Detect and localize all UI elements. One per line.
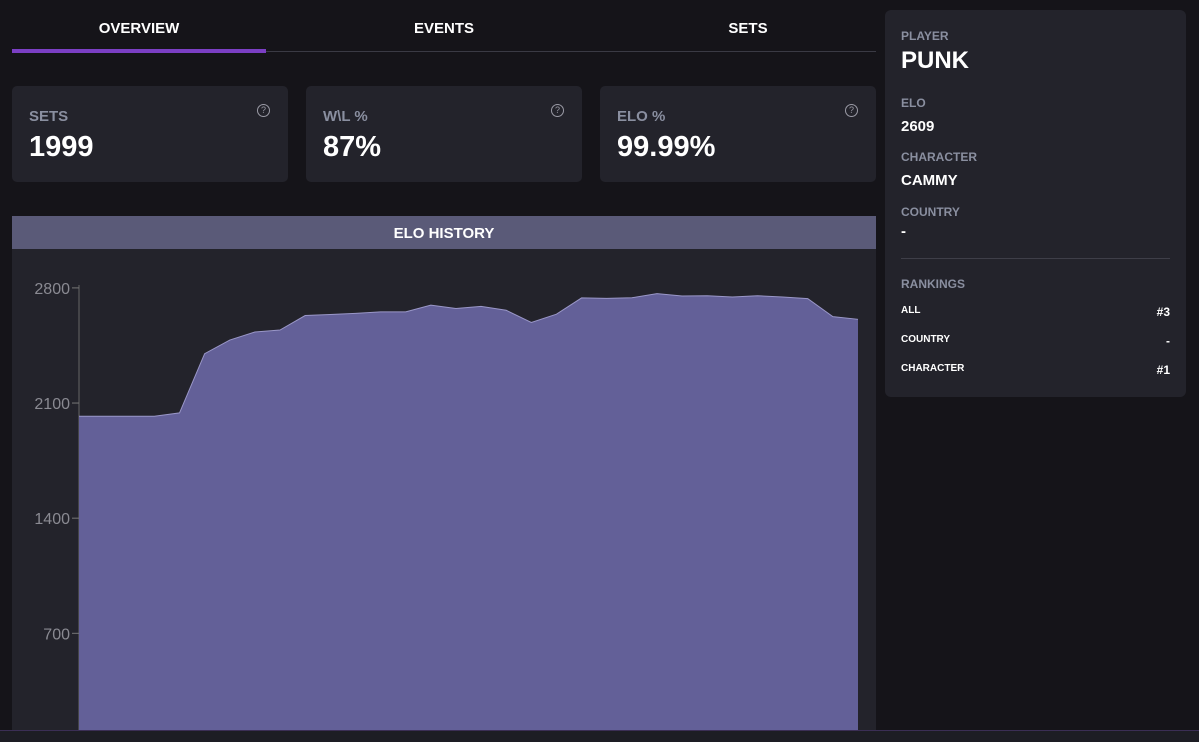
chart-header <box>12 216 876 249</box>
help-icon[interactable]: ? <box>257 104 270 117</box>
label: PLAYER <box>901 29 949 43</box>
tab[interactable]: SETS <box>728 20 768 37</box>
stat-label: W\L % <box>323 108 368 125</box>
value: CAMMY <box>901 172 958 189</box>
chart: ELO HISTORY 700 1400 2100 2800 <box>12 216 876 732</box>
stat-label: ELO % <box>617 108 666 125</box>
y-tick-label: 700 <box>43 626 70 643</box>
y-tick-label: 2800 <box>34 281 70 298</box>
label: ELO <box>901 96 926 110</box>
player-panel: PLAYER PUNK ELO 2609 CHARACTER CAMMY COU… <box>885 10 1186 397</box>
area <box>79 293 858 732</box>
player-name: PUNK <box>901 47 970 74</box>
help-icon[interactable]: ? <box>845 104 858 117</box>
ranking-row: COUNTRY - <box>901 334 1170 348</box>
tab[interactable]: EVENTS <box>413 20 474 37</box>
stat-card: W\L % 87%? <box>306 86 582 182</box>
label: COUNTRY <box>901 205 960 219</box>
value: - <box>901 223 906 240</box>
label: RANKINGS <box>901 277 966 291</box>
tab-divider <box>12 51 876 52</box>
chart-title: ELO HISTORY <box>394 225 495 242</box>
stat-value: 87% <box>323 131 382 163</box>
ranking-label: COUNTRY <box>901 334 951 345</box>
value: 2609 <box>901 118 935 135</box>
area-line <box>79 293 859 417</box>
ranking-value: - <box>1166 334 1170 348</box>
active-tab-indicator <box>12 49 266 53</box>
stat-card: ELO % 99.99%? <box>600 86 876 182</box>
stat-card: SETS 1999? <box>12 86 288 182</box>
tab[interactable]: OVERVIEW <box>98 20 180 37</box>
stat-value: 99.99% <box>617 131 716 163</box>
ranking-value: #1 <box>1156 363 1170 377</box>
y-tick-label: 2100 <box>34 396 70 413</box>
bottom-bar <box>0 730 1199 742</box>
stat-value: 1999 <box>29 131 94 163</box>
ranking-value: #3 <box>1156 305 1170 319</box>
ranking-label: CHARACTER <box>901 363 965 374</box>
ranking-row: CHARACTER #1 <box>901 363 1170 377</box>
y-tick-label: 1400 <box>34 511 70 528</box>
stat-label: SETS <box>29 108 69 125</box>
ranking-label: ALL <box>901 305 921 316</box>
help-icon[interactable]: ? <box>551 104 564 117</box>
label: CHARACTER <box>901 150 977 164</box>
divider <box>901 258 1170 259</box>
ranking-row: ALL #3 <box>901 305 1170 319</box>
